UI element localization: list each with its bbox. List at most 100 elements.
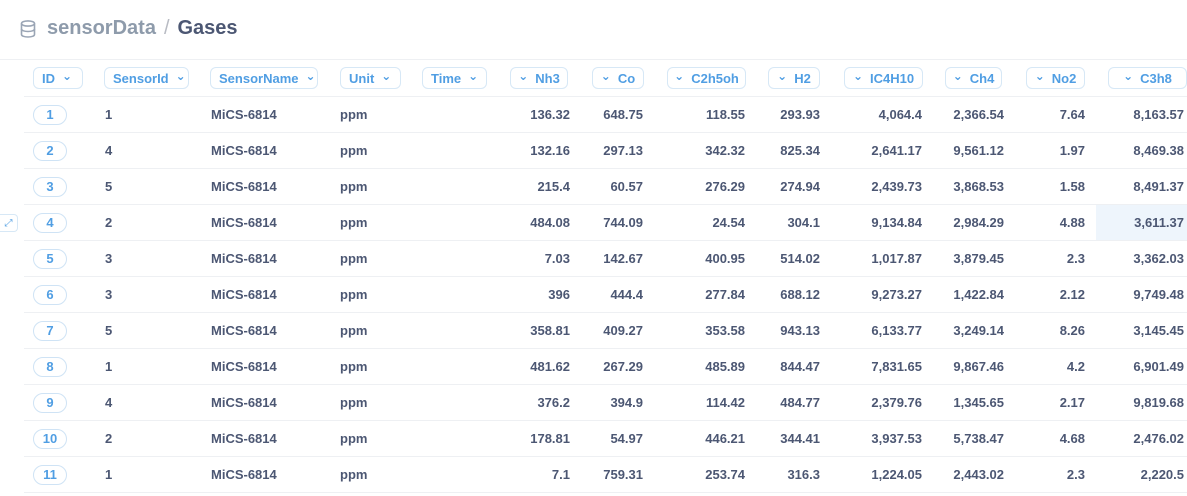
cell-nh3[interactable]: 358.81 bbox=[530, 323, 570, 338]
row-id-link[interactable]: 11 bbox=[33, 465, 67, 485]
cell-ic4h10[interactable]: 9,134.84 bbox=[871, 215, 922, 230]
cell-nh3[interactable]: 7.03 bbox=[544, 251, 570, 266]
cell-sensorid[interactable]: 4 bbox=[105, 395, 113, 410]
cell-h2[interactable]: 825.34 bbox=[780, 143, 820, 158]
cell-ch4[interactable]: 3,249.14 bbox=[953, 323, 1004, 338]
cell-h2[interactable]: 304.1 bbox=[787, 215, 820, 230]
cell-c2h5oh[interactable]: 118.55 bbox=[705, 107, 745, 122]
cell-c3h8[interactable]: 8,163.57 bbox=[1133, 107, 1184, 122]
row-id-link[interactable]: 3 bbox=[33, 177, 67, 197]
cell-c2h5oh[interactable]: 446.21 bbox=[705, 431, 745, 446]
column-header-ch4[interactable]: ⌄ Ch4 bbox=[945, 67, 1002, 89]
cell-nh3[interactable]: 136.32 bbox=[530, 107, 570, 122]
cell-ic4h10[interactable]: 2,379.76 bbox=[871, 395, 922, 410]
cell-unit[interactable]: ppm bbox=[340, 143, 368, 158]
column-header-time[interactable]: Time ⌄ bbox=[422, 67, 487, 89]
cell-nh3[interactable]: 7.1 bbox=[551, 467, 570, 482]
cell-ic4h10[interactable]: 2,641.17 bbox=[871, 143, 922, 158]
cell-c3h8[interactable]: 8,491.37 bbox=[1133, 179, 1184, 194]
table-row[interactable]: 10 2 MiCS-6814 ppm 178.81 54.97 446.21 344.41 3,… bbox=[24, 421, 1187, 457]
cell-ic4h10[interactable]: 4,064.4 bbox=[878, 107, 922, 122]
cell-h2[interactable]: 514.02 bbox=[780, 251, 820, 266]
cell-unit[interactable]: ppm bbox=[340, 395, 368, 410]
column-header-sensorname[interactable]: SensorName ⌄ bbox=[210, 67, 318, 89]
cell-h2[interactable]: 688.12 bbox=[780, 287, 820, 302]
cell-sensorid[interactable]: 3 bbox=[105, 287, 113, 302]
cell-c3h8[interactable]: 2,476.02 bbox=[1133, 431, 1184, 446]
cell-ch4[interactable]: 1,422.84 bbox=[953, 287, 1004, 302]
cell-c3h8[interactable]: 9,749.48 bbox=[1133, 287, 1184, 302]
cell-ch4[interactable]: 3,868.53 bbox=[953, 179, 1004, 194]
table-row[interactable]: 8 1 MiCS-6814 ppm 481.62 267.29 485.89 844.47 7,… bbox=[24, 349, 1187, 385]
cell-co[interactable]: 409.27 bbox=[603, 323, 643, 338]
cell-sensorname[interactable]: MiCS-6814 bbox=[211, 395, 277, 410]
cell-ic4h10[interactable]: 6,133.77 bbox=[871, 323, 922, 338]
cell-ic4h10[interactable]: 7,831.65 bbox=[871, 359, 922, 374]
cell-c3h8[interactable]: 3,611.37 bbox=[1134, 215, 1184, 230]
cell-nh3[interactable]: 178.81 bbox=[530, 431, 570, 446]
cell-ch4[interactable]: 2,443.02 bbox=[953, 467, 1004, 482]
cell-co[interactable]: 267.29 bbox=[603, 359, 643, 374]
cell-sensorid[interactable]: 2 bbox=[105, 431, 113, 446]
cell-unit[interactable]: ppm bbox=[340, 179, 368, 194]
row-id-link[interactable]: 6 bbox=[33, 285, 67, 305]
cell-c2h5oh[interactable]: 253.74 bbox=[705, 467, 745, 482]
cell-h2[interactable]: 484.77 bbox=[780, 395, 820, 410]
expand-icon[interactable]: ⤢ bbox=[0, 214, 18, 232]
cell-c3h8[interactable]: 8,469.38 bbox=[1133, 143, 1184, 158]
table-row[interactable]: 5 3 MiCS-6814 ppm 7.03 142.67 400.95 514.02 1,01… bbox=[24, 241, 1187, 277]
cell-no2[interactable]: 2.3 bbox=[1066, 251, 1085, 266]
table-row[interactable]: 1 1 MiCS-6814 ppm 136.32 648.75 118.55 293.93 4,… bbox=[24, 97, 1187, 133]
cell-ic4h10[interactable]: 1,224.05 bbox=[871, 467, 922, 482]
row-id-link[interactable]: 2 bbox=[33, 141, 67, 161]
cell-unit[interactable]: ppm bbox=[340, 323, 368, 338]
cell-no2[interactable]: 2.17 bbox=[1059, 395, 1085, 410]
column-header-id[interactable]: ID ⌄ bbox=[33, 67, 83, 89]
cell-h2[interactable]: 316.3 bbox=[787, 467, 820, 482]
cell-sensorname[interactable]: MiCS-6814 bbox=[211, 359, 277, 374]
cell-ch4[interactable]: 9,867.46 bbox=[953, 359, 1004, 374]
table-row[interactable]: 2 4 MiCS-6814 ppm 132.16 297.13 342.32 825.34 2,… bbox=[24, 133, 1187, 169]
table-row[interactable]: 6 3 MiCS-6814 ppm 396 444.4 277.84 688.12 9,273.… bbox=[24, 277, 1187, 313]
table-row[interactable]: 3 5 MiCS-6814 ppm 215.4 60.57 276.29 274.94 2,43… bbox=[24, 169, 1187, 205]
table-row[interactable]: 11 1 MiCS-6814 ppm 7.1 759.31 253.74 316.3 1,224… bbox=[24, 457, 1187, 493]
cell-sensorname[interactable]: MiCS-6814 bbox=[211, 143, 277, 158]
row-id-link[interactable]: 10 bbox=[33, 429, 67, 449]
cell-c2h5oh[interactable]: 342.32 bbox=[705, 143, 745, 158]
cell-unit[interactable]: ppm bbox=[340, 359, 368, 374]
cell-h2[interactable]: 943.13 bbox=[780, 323, 820, 338]
cell-c2h5oh[interactable]: 277.84 bbox=[705, 287, 745, 302]
cell-co[interactable]: 297.13 bbox=[603, 143, 643, 158]
cell-unit[interactable]: ppm bbox=[340, 287, 368, 302]
cell-nh3[interactable]: 215.4 bbox=[537, 179, 570, 194]
cell-c2h5oh[interactable]: 353.58 bbox=[705, 323, 745, 338]
cell-sensorid[interactable]: 1 bbox=[105, 107, 113, 122]
cell-c2h5oh[interactable]: 400.95 bbox=[705, 251, 745, 266]
column-header-sensorid[interactable]: SensorId ⌄ bbox=[104, 67, 189, 89]
cell-sensorid[interactable]: 4 bbox=[105, 143, 113, 158]
cell-no2[interactable]: 8.26 bbox=[1059, 323, 1085, 338]
cell-ic4h10[interactable]: 3,937.53 bbox=[871, 431, 922, 446]
cell-c2h5oh[interactable]: 114.42 bbox=[705, 395, 745, 410]
cell-co[interactable]: 142.67 bbox=[603, 251, 643, 266]
cell-ic4h10[interactable]: 9,273.27 bbox=[871, 287, 922, 302]
cell-sensorname[interactable]: MiCS-6814 bbox=[211, 431, 277, 446]
cell-c3h8[interactable]: 6,901.49 bbox=[1133, 359, 1184, 374]
cell-sensorid[interactable]: 5 bbox=[105, 179, 113, 194]
cell-ch4[interactable]: 3,879.45 bbox=[953, 251, 1004, 266]
cell-ic4h10[interactable]: 1,017.87 bbox=[871, 251, 922, 266]
cell-sensorid[interactable]: 1 bbox=[105, 467, 113, 482]
cell-co[interactable]: 444.4 bbox=[610, 287, 643, 302]
cell-c3h8[interactable]: 9,819.68 bbox=[1133, 395, 1184, 410]
cell-co[interactable]: 60.57 bbox=[610, 179, 643, 194]
cell-co[interactable]: 394.9 bbox=[610, 395, 643, 410]
cell-no2[interactable]: 1.97 bbox=[1059, 143, 1085, 158]
cell-c3h8[interactable]: 2,220.5 bbox=[1140, 467, 1184, 482]
cell-co[interactable]: 54.97 bbox=[610, 431, 643, 446]
column-header-ic4h10[interactable]: ⌄ IC4H10 bbox=[844, 67, 923, 89]
row-id-link[interactable]: 8 bbox=[33, 357, 67, 377]
row-id-link[interactable]: 9 bbox=[33, 393, 67, 413]
table-row[interactable]: 4 2 MiCS-6814 ppm 484.08 744.09 24.54 304.1 9,13… bbox=[24, 205, 1187, 241]
cell-unit[interactable]: ppm bbox=[340, 467, 368, 482]
cell-sensorname[interactable]: MiCS-6814 bbox=[211, 287, 277, 302]
